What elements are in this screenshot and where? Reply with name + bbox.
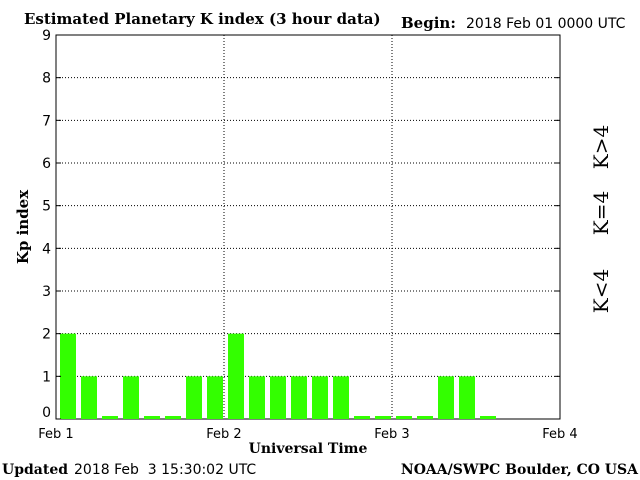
chart-title: Estimated Planetary K index (3 hour data… [24, 10, 381, 28]
begin-value: 2018 Feb 01 0000 UTC [466, 16, 626, 32]
y-axis-ticks: 0 1 2 3 4 5 6 7 8 9 [42, 28, 560, 421]
kp-bar [186, 376, 202, 419]
y-tick-label: 1 [42, 369, 51, 385]
source-credit: NOAA/SWPC Boulder, CO USA [401, 462, 639, 478]
x-tick-label: Feb 1 [38, 427, 73, 442]
kp-bar [291, 376, 307, 419]
kp-bar [375, 416, 391, 419]
plot-frame [55, 34, 561, 420]
y-tick-label: 6 [42, 156, 51, 172]
updated-value: 2018 Feb 3 15:30:02 UTC [74, 462, 256, 478]
kp-bar [333, 376, 349, 419]
kp-bar [417, 416, 433, 419]
y-tick-label: 9 [42, 28, 51, 44]
kp-bar [102, 416, 118, 419]
y-tick-label: 2 [42, 327, 51, 343]
updated-label: Updated [2, 462, 68, 478]
y-tick-label: 0 [42, 405, 51, 421]
kp-bar [354, 416, 370, 419]
kp-bar [81, 376, 97, 419]
legend-storm: K>4 [589, 125, 613, 169]
kp-bar [249, 376, 265, 419]
y-tick-label: 5 [42, 199, 51, 215]
kp-bar [396, 416, 412, 419]
y-tick-label: 3 [42, 284, 51, 300]
bar-series [60, 333, 496, 419]
y-tick-label: 7 [42, 113, 51, 129]
kp-bar [60, 333, 76, 419]
y-tick-label: 8 [42, 71, 51, 87]
kp-bar [480, 416, 496, 419]
kp-bar [123, 376, 139, 419]
kp-bar [312, 376, 328, 419]
x-tick-label: Feb 2 [206, 427, 241, 442]
x-tick-label: Feb 3 [374, 427, 409, 442]
x-tick-label: Feb 4 [542, 427, 577, 442]
legend-moderate: K=4 [589, 191, 613, 235]
x-axis-ticks: Feb 1 Feb 2 Feb 3 Feb 4 [38, 427, 577, 442]
kp-bar [165, 416, 181, 419]
kp-bar [459, 376, 475, 419]
kp-bar [207, 376, 223, 419]
grid-lines [56, 35, 560, 419]
kp-bar [270, 376, 286, 419]
legend-low: K<4 [589, 269, 613, 313]
begin-label: Begin: [401, 14, 456, 32]
kp-bar [144, 416, 160, 419]
y-axis-label: Kp index [14, 189, 32, 264]
kp-bar [438, 376, 454, 419]
kp-bar [228, 333, 244, 419]
x-axis-label: Universal Time [249, 441, 368, 457]
y-tick-label: 4 [42, 241, 51, 257]
